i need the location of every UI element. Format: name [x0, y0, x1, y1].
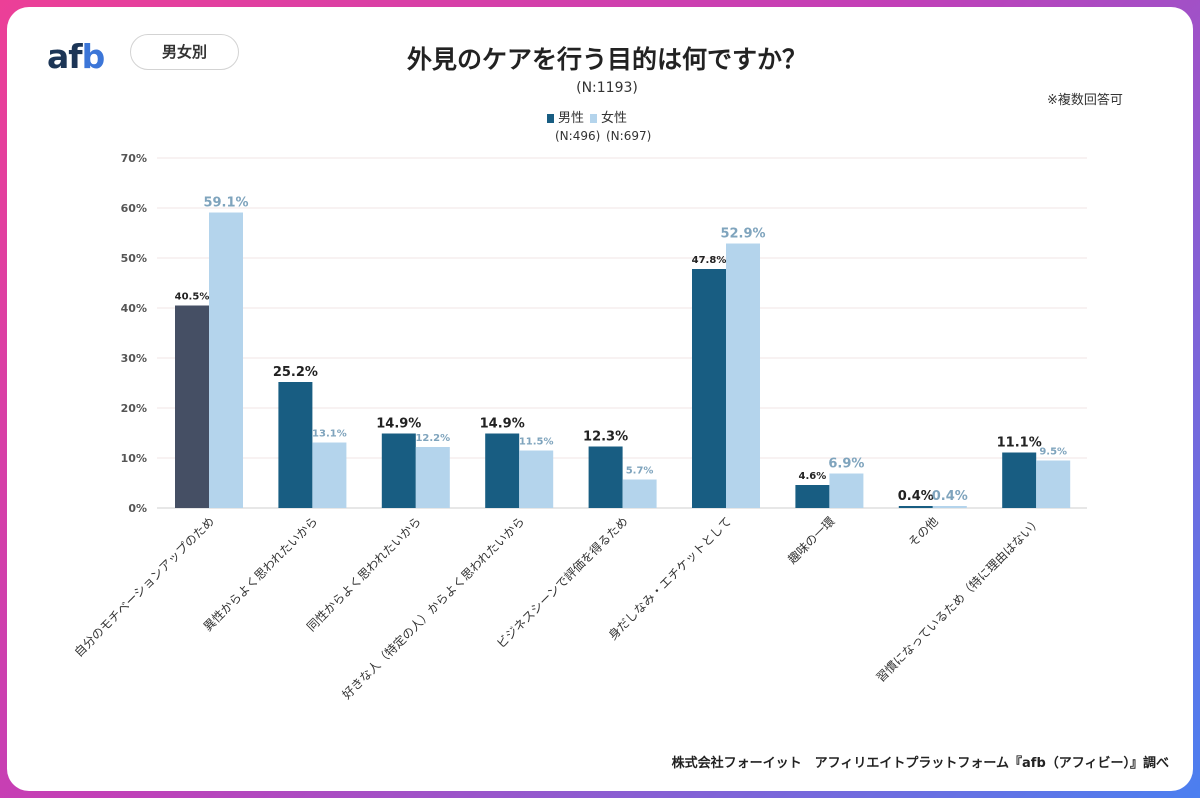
- data-label-female: 13.1%: [312, 429, 347, 440]
- y-tick-label: 50%: [121, 252, 147, 265]
- category-label: 身だしなみ・エチケットとして: [605, 514, 734, 643]
- data-label-male: 40.5%: [175, 292, 210, 303]
- bar-female: [829, 473, 864, 508]
- data-label-female: 11.5%: [519, 437, 554, 448]
- bar-male: [175, 305, 209, 508]
- y-tick-label: 0%: [128, 502, 147, 515]
- data-label-male: 14.9%: [376, 417, 421, 432]
- chart-title: 外見のケアを行う目的は何ですか？: [406, 45, 807, 74]
- source-footer: 株式会社フォーイット アフィリエイトプラットフォーム『afb（アフィビー）』調べ: [671, 756, 1169, 771]
- bar-female: [209, 212, 243, 508]
- y-tick-label: 70%: [121, 152, 147, 165]
- bar-female: [519, 450, 554, 508]
- bar-male: [278, 382, 313, 508]
- legend-female: 女性: [590, 107, 627, 126]
- gender-badge: 男女別: [130, 34, 239, 70]
- category-label: 趣味の一環: [784, 514, 837, 567]
- category-label: 自分のモチベーションアップのため: [72, 514, 217, 659]
- multiple-answer-note: ※複数回答可: [1047, 93, 1123, 108]
- legend-male: 男性: [547, 107, 584, 126]
- bar-chart: 0% 10% 20% 30% 40% 50% 60% 70% 40.5% 59.1% 自分のモチベー…: [72, 152, 1087, 702]
- data-label-female: 12.2%: [415, 433, 450, 444]
- bar-female: [312, 442, 347, 508]
- legend-male-label: 男性: [558, 111, 585, 126]
- data-label-female: 52.9%: [720, 227, 765, 242]
- data-label-female: 59.1%: [203, 196, 248, 211]
- data-label-male: 25.2%: [273, 365, 318, 380]
- y-tick-label: 30%: [121, 352, 147, 365]
- y-tick-label: 60%: [121, 202, 147, 215]
- bar-female: [1036, 460, 1071, 508]
- y-tick-label: 20%: [121, 402, 147, 415]
- data-label-female: 9.5%: [1039, 447, 1067, 458]
- legend-male-swatch: [547, 114, 554, 123]
- category-label: 好きな人（特定の人）からよく思われたいから: [339, 514, 527, 702]
- bar-male: [692, 269, 726, 508]
- bar-male: [1002, 452, 1037, 508]
- y-tick-label: 40%: [121, 302, 147, 315]
- category-label: 習慣になっているため（特に理由はない）: [873, 514, 1044, 685]
- category-label: その他: [906, 514, 941, 549]
- legend-female-n: (N:697): [606, 129, 652, 143]
- y-tick-label: 10%: [121, 452, 147, 465]
- data-label-male: 12.3%: [583, 430, 628, 445]
- data-label-female: 5.7%: [626, 466, 654, 477]
- category-label: 異性からよく思われたいから: [201, 514, 321, 634]
- bar-female: [932, 506, 967, 508]
- chart-card: afb 男女別 外見のケアを行う目的は何ですか？ (N:1193) ※複数回答可…: [7, 7, 1193, 791]
- data-label-male: 47.8%: [692, 255, 727, 266]
- legend-female-label: 女性: [601, 111, 628, 126]
- data-label-male: 11.1%: [997, 436, 1042, 451]
- data-label-male: 0.4%: [898, 489, 934, 504]
- afb-logo: afb: [47, 37, 105, 76]
- legend-female-swatch: [590, 114, 597, 123]
- sample-size: (N:1193): [576, 80, 638, 96]
- bar-male: [898, 506, 933, 508]
- category-label: 同性からよく思われたいから: [304, 514, 424, 634]
- data-label-male: 14.9%: [480, 417, 525, 432]
- bar-female: [726, 243, 760, 508]
- bar-female: [415, 447, 450, 508]
- data-label-male: 4.6%: [799, 471, 827, 482]
- bar-male: [588, 446, 623, 508]
- bar-male: [381, 433, 416, 508]
- bar-female: [622, 479, 657, 508]
- bar-male: [485, 433, 520, 508]
- legend-male-n: (N:496): [555, 129, 601, 143]
- bar-male: [795, 485, 830, 508]
- data-label-female: 6.9%: [828, 457, 864, 472]
- data-label-female: 0.4%: [932, 489, 968, 504]
